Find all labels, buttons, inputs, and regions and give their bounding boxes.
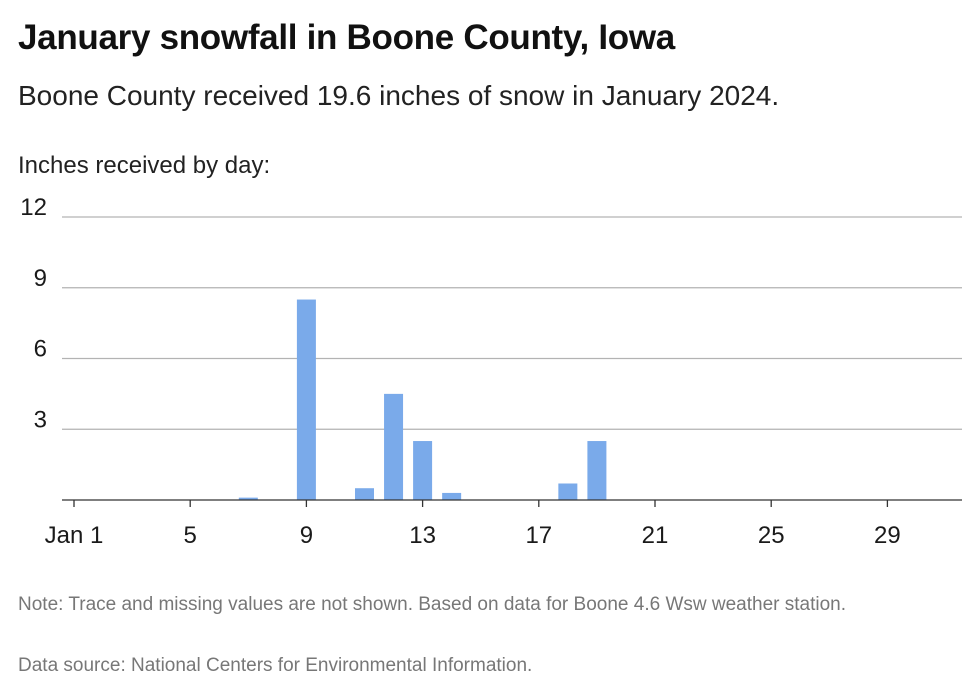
x-tick-label: 21	[642, 522, 669, 549]
y-axis-label: Inches received by day:	[18, 152, 271, 179]
data-source: Data source: National Centers for Enviro…	[18, 655, 533, 676]
x-tick-label: 17	[525, 522, 552, 549]
x-tick-label: 5	[184, 522, 197, 549]
y-tick-label: 12	[20, 195, 47, 221]
chart-subtitle: Boone County received 19.6 inches of sno…	[18, 80, 780, 111]
y-tick-label: 3	[34, 406, 47, 433]
chart-note: Note: Trace and missing values are not s…	[18, 594, 847, 615]
x-tick-label: 25	[758, 522, 785, 549]
bar-day-19	[587, 441, 607, 500]
bar-day-13	[413, 441, 433, 500]
x-tick-label: 29	[874, 522, 901, 549]
bar-day-11	[355, 488, 374, 500]
x-tick-label: Jan 1	[45, 522, 104, 549]
bar-day-7	[238, 497, 258, 500]
chart-title: January snowfall in Boone County, Iowa	[18, 18, 675, 57]
bar-day-9	[296, 299, 316, 500]
y-tick-label: 6	[34, 336, 47, 363]
gridlines: 3 6 9 12	[20, 195, 962, 433]
bar-day-14	[442, 492, 462, 500]
snowfall-bar-chart: 3 6 9 12 Jan 1 5 9 13 17 21 25 29	[20, 195, 962, 549]
x-tick-label: 9	[300, 522, 313, 549]
y-tick-label: 9	[34, 265, 47, 292]
bar-day-12	[384, 393, 404, 500]
x-tick-label: 13	[409, 522, 436, 549]
x-axis: Jan 1 5 9 13 17 21 25 29	[45, 499, 962, 549]
bars	[238, 299, 607, 500]
bar-day-18	[558, 483, 578, 500]
